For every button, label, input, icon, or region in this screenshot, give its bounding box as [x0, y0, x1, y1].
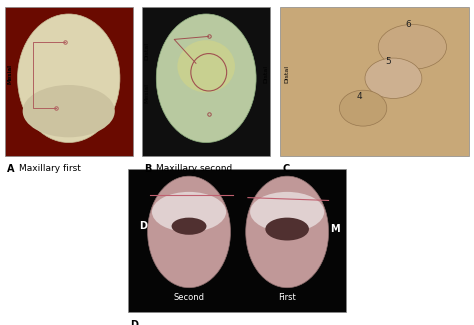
- Text: 6: 6: [406, 20, 411, 29]
- Text: Distal: Distal: [145, 42, 150, 60]
- Ellipse shape: [339, 90, 387, 126]
- Ellipse shape: [152, 192, 226, 232]
- Text: Maxillary first: Maxillary first: [19, 164, 81, 173]
- Text: B: B: [145, 164, 152, 174]
- Ellipse shape: [172, 218, 207, 235]
- Ellipse shape: [18, 14, 120, 143]
- Text: M: M: [330, 224, 340, 234]
- Ellipse shape: [250, 192, 324, 232]
- Ellipse shape: [23, 85, 115, 137]
- Text: 4: 4: [356, 92, 362, 101]
- Text: C: C: [282, 164, 289, 174]
- Ellipse shape: [246, 176, 328, 288]
- Text: Mesial: Mesial: [145, 83, 150, 103]
- Bar: [142, 6, 270, 156]
- Ellipse shape: [265, 218, 309, 240]
- Ellipse shape: [378, 24, 447, 69]
- Text: Mesial: Mesial: [8, 64, 12, 84]
- Text: Second: Second: [173, 293, 205, 302]
- Text: Maxillary second: Maxillary second: [156, 164, 233, 173]
- Ellipse shape: [147, 176, 230, 288]
- Ellipse shape: [156, 14, 256, 143]
- Bar: [5, 6, 133, 156]
- Text: 5: 5: [385, 57, 391, 66]
- Bar: [128, 169, 346, 312]
- Text: First: First: [278, 293, 296, 302]
- Text: D: D: [139, 221, 147, 231]
- Bar: [280, 6, 469, 156]
- Text: Distal: Distal: [264, 65, 269, 83]
- Ellipse shape: [365, 58, 422, 98]
- Text: A: A: [7, 164, 15, 174]
- Text: Distal: Distal: [285, 65, 290, 83]
- Text: Mesial: Mesial: [8, 64, 12, 84]
- Ellipse shape: [177, 40, 235, 92]
- Text: D: D: [130, 320, 138, 325]
